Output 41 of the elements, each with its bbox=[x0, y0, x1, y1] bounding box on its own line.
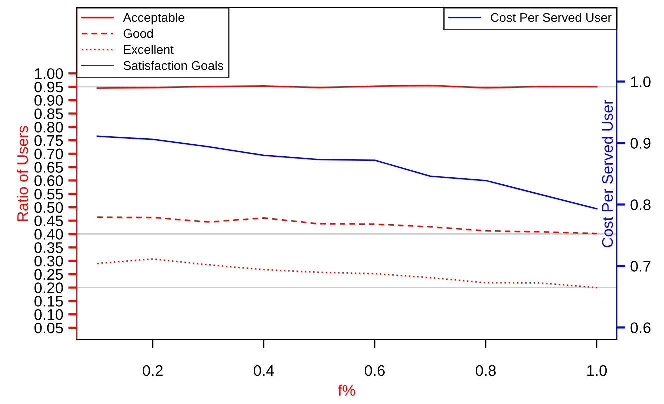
ref-line-label: Satisfaction Goals bbox=[124, 61, 224, 70]
line-series bbox=[96, 216, 598, 234]
y-tick-label: 0.20 bbox=[34, 282, 64, 294]
y-axis-title: Ratio of Users bbox=[17, 126, 28, 222]
y-tick-label: 0.25 bbox=[34, 269, 64, 280]
y2-axis-title: Cost Per Served User bbox=[602, 100, 614, 248]
y2-tick-label: 0.9 bbox=[630, 138, 651, 149]
y-tick-label: 0.10 bbox=[34, 309, 64, 320]
line-series bbox=[96, 136, 598, 210]
x-tick-label: 0.2 bbox=[143, 365, 163, 376]
legend-label: Excellent bbox=[124, 45, 174, 54]
x-tick-label: 0.8 bbox=[476, 365, 496, 376]
y-tick-label: 0.85 bbox=[34, 108, 64, 120]
y-tick-label: 0.45 bbox=[34, 216, 64, 227]
y-tick-label: 1.00 bbox=[35, 68, 64, 80]
x-tick-label: 0.4 bbox=[254, 365, 274, 376]
y-tick-label: 0.60 bbox=[34, 176, 64, 186]
legend-label: Good bbox=[124, 29, 154, 38]
y-tick-label: 0.40 bbox=[34, 229, 64, 240]
y-tick-label: 0.95 bbox=[34, 82, 64, 93]
x-axis-title: f% bbox=[338, 384, 356, 396]
y-tick-label: 0.05 bbox=[34, 322, 64, 334]
y2-tick-label: 0.7 bbox=[630, 261, 651, 272]
y-tick-label: 0.90 bbox=[34, 95, 64, 106]
y-tick-label: 0.80 bbox=[34, 122, 64, 133]
y-tick-label: 0.65 bbox=[34, 162, 64, 173]
y-tick-label: 0.15 bbox=[34, 296, 64, 307]
y-tick-label: 0.70 bbox=[34, 148, 64, 160]
legend-label: Acceptable bbox=[123, 13, 185, 25]
y2-tick-label: 0.6 bbox=[630, 322, 651, 334]
y-tick-label: 0.75 bbox=[34, 135, 64, 146]
y2-tick-label: 1.0 bbox=[631, 76, 651, 88]
y-tick-label: 0.35 bbox=[34, 242, 64, 254]
y-tick-label: 0.30 bbox=[34, 256, 64, 267]
x-tick-label: 1.0 bbox=[588, 365, 608, 376]
x-tick-label: 0.6 bbox=[365, 365, 385, 376]
y-tick-label: 0.55 bbox=[34, 188, 64, 200]
y2-tick-label: 0.8 bbox=[630, 200, 651, 210]
y-tick-label: 0.50 bbox=[34, 202, 64, 214]
legend-label: Cost Per Served User bbox=[491, 13, 612, 22]
line-series bbox=[96, 258, 598, 288]
